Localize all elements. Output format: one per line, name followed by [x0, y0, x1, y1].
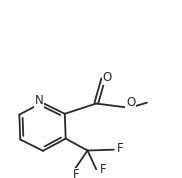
Text: O: O — [102, 71, 112, 84]
Text: F: F — [73, 168, 79, 178]
Text: N: N — [35, 95, 43, 108]
Text: F: F — [100, 163, 106, 176]
Text: O: O — [126, 96, 135, 109]
Text: F: F — [117, 142, 124, 155]
